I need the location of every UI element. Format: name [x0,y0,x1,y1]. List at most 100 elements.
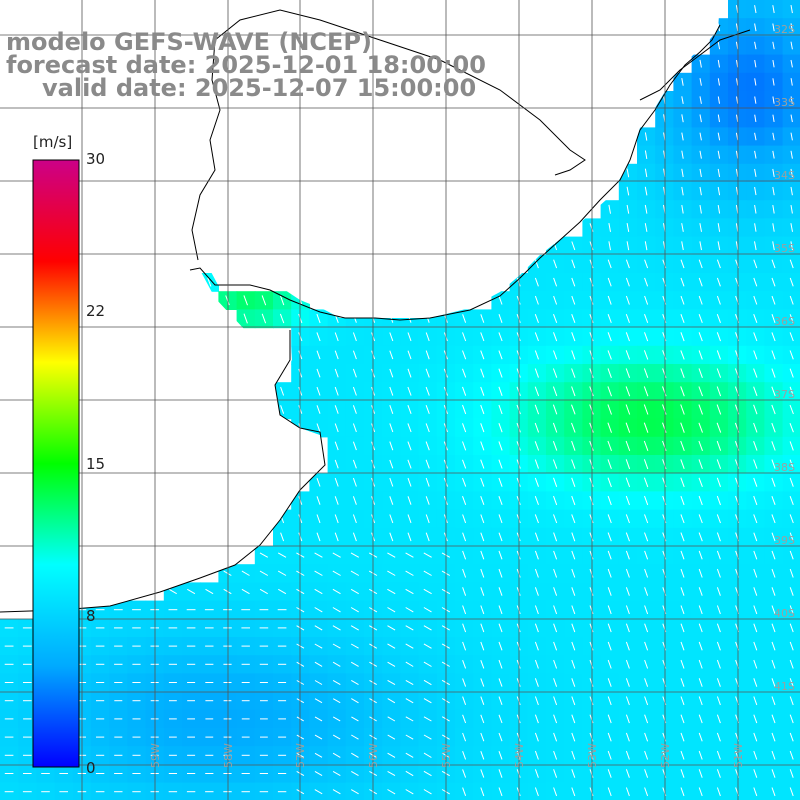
wind-vector [332,661,341,667]
wind-vector [571,259,576,269]
lon-label: 58W [222,743,235,768]
wind-vector [699,205,702,214]
wind-vector [498,368,503,378]
lon-label: 59W [149,743,162,768]
wind-vector [589,241,594,251]
wind-vector [607,568,612,578]
wind-vector [716,659,721,669]
wind-vector [316,332,321,342]
wind-vector [534,459,539,469]
wind-vector [789,350,794,360]
wind-vector [716,477,721,487]
wind-vector [699,114,702,123]
wind-vector [698,422,703,433]
wind-vector [571,386,576,397]
wind-vector [423,716,432,722]
wind-vector [480,714,485,724]
wind-vector [205,588,214,595]
wind-vector [771,368,776,378]
wind-vector [589,787,594,797]
wind-vector [754,150,757,159]
wind-vector [553,787,558,797]
wind-vector [462,532,467,542]
lon-label: 56W [367,743,380,768]
wind-vector [644,568,649,578]
wind-vector [407,477,412,487]
wind-vector [589,350,594,360]
wind-vector [753,714,758,724]
wind-vector [571,241,576,251]
wind-vector [754,187,757,196]
wind-vector [736,96,739,104]
wind-vector [680,350,685,360]
wind-vector [753,587,758,596]
wind-vector [735,132,739,141]
wind-vector [625,532,630,542]
wind-vector [352,423,357,433]
wind-vector [698,314,703,323]
wind-vector [334,423,339,433]
wind-vector [552,441,558,451]
wind-vector [498,477,503,487]
wind-vector [223,588,232,595]
wind-vector [789,568,794,578]
wind-vector [789,532,794,542]
wind-vector [698,623,703,633]
wind-vector [607,350,612,360]
wind-vector [534,696,539,706]
wind-vector [625,769,630,778]
wind-vector [407,405,412,414]
wind-vector [462,423,467,433]
wind-vector [698,259,703,269]
wind-vector [716,295,721,305]
wind-vector [736,78,739,86]
wind-vector [352,514,357,524]
wind-vector [680,259,685,269]
wind-vector [462,623,467,633]
wind-vector [607,459,612,469]
wind-vector [790,205,793,214]
wind-vector [405,643,414,649]
wind-vector [462,514,467,524]
wind-vector [772,205,775,214]
wind-vector [643,422,649,433]
wind-vector [498,496,503,505]
wind-vector [498,332,503,342]
wind-vector [644,550,649,560]
wind-vector [480,732,485,742]
wind-vector [405,752,414,758]
wind-vector [334,332,339,342]
wind-vector [425,332,430,342]
wind-vector [625,422,631,433]
wind-vector [625,368,631,378]
wind-vector [589,605,594,615]
wind-vector [589,732,594,742]
wind-vector [753,678,758,687]
wind-vector [680,477,685,488]
wind-vector [681,168,684,178]
wind-vector [589,750,594,760]
wind-vector [644,678,649,687]
colorbar-tick-30: 30 [86,150,106,168]
wind-vector [316,368,321,378]
wind-vector [625,459,631,470]
wind-vector [407,532,412,542]
wind-vector [607,696,612,706]
wind-vectors [4,5,794,797]
wind-vector [716,459,722,469]
wind-vector [423,643,432,649]
wind-vector [589,295,594,305]
wind-vector [753,422,758,433]
wind-vector [716,750,721,760]
wind-vector [771,641,776,651]
wind-vector [607,495,612,506]
wind-vector [350,607,359,613]
wind-vector [772,186,775,196]
wind-vector [716,568,721,578]
wind-vector [498,532,503,542]
wind-vector [680,568,685,578]
wind-vector [753,477,758,487]
wind-vector [534,386,540,397]
wind-vector [332,789,341,795]
wind-vector [498,714,503,724]
